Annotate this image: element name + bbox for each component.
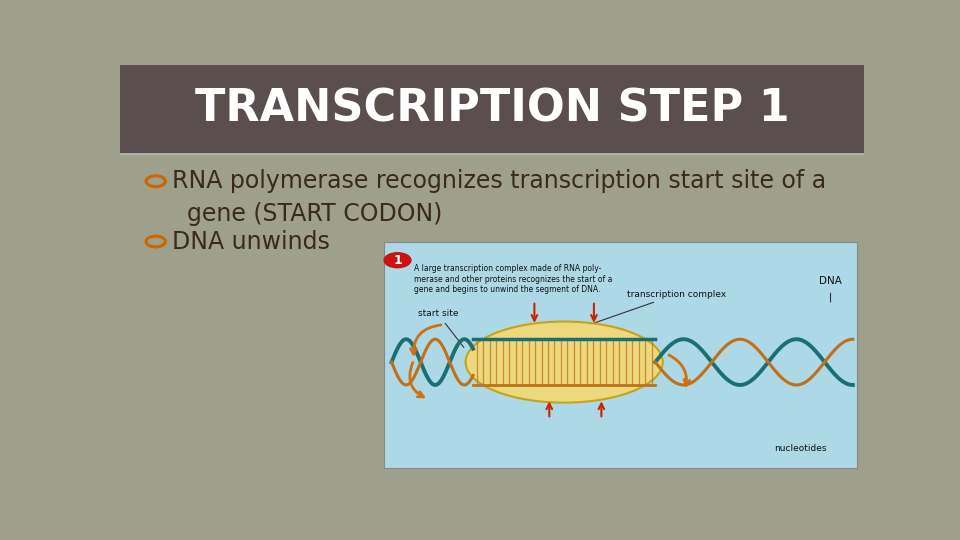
FancyBboxPatch shape [120,65,864,154]
Text: 1: 1 [394,254,402,267]
Text: start site: start site [418,309,464,347]
Text: A large transcription complex made of RNA poly-
merase and other proteins recogn: A large transcription complex made of RN… [414,265,612,294]
Text: gene (START CODON): gene (START CODON) [172,202,443,226]
Text: DNA unwinds: DNA unwinds [172,230,330,253]
Ellipse shape [466,321,662,403]
Text: DNA: DNA [819,276,842,286]
Text: transcription complex: transcription complex [589,289,727,325]
Circle shape [384,253,411,268]
Text: RNA polymerase recognizes transcription start site of a: RNA polymerase recognizes transcription … [172,169,827,193]
FancyBboxPatch shape [384,241,856,468]
Text: TRANSCRIPTION STEP 1: TRANSCRIPTION STEP 1 [195,88,789,131]
Text: nucleotides: nucleotides [775,444,827,454]
